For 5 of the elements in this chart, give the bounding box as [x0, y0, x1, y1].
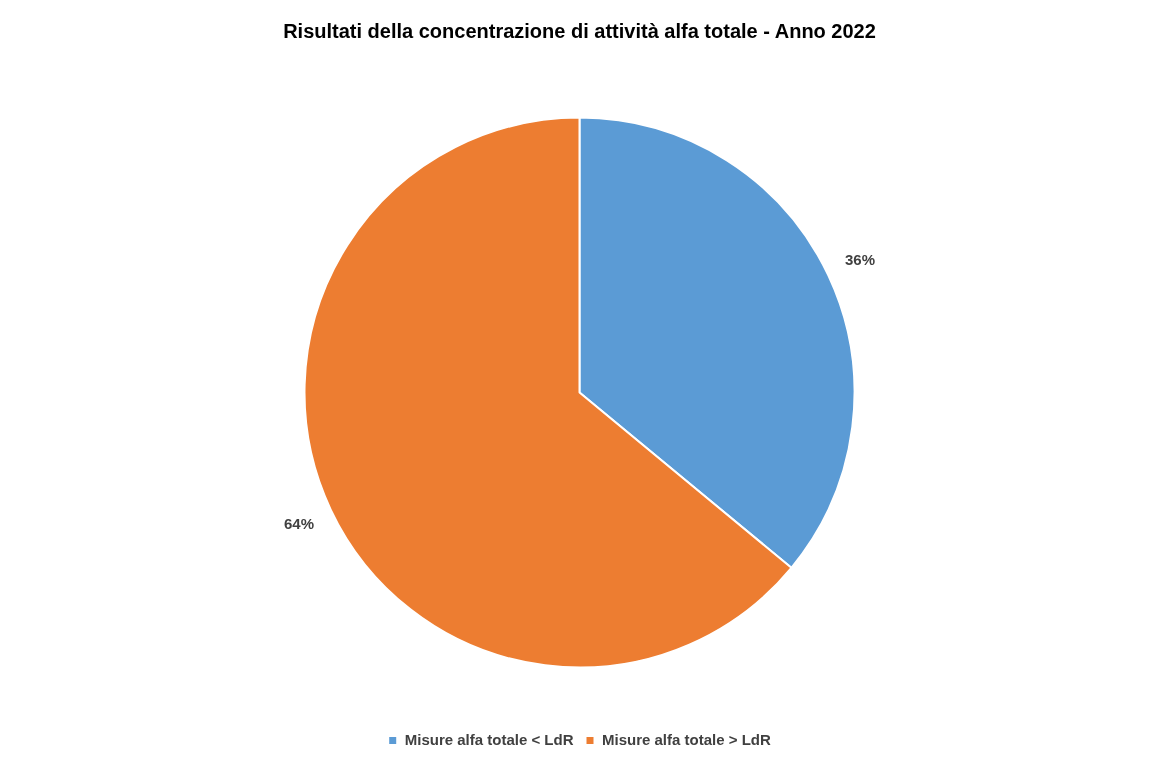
- data-label: 36%: [844, 250, 876, 268]
- chart-title: Risultati della concentrazione di attività alfa totale - Anno 2022: [283, 19, 876, 42]
- legend-label: Misure alfa totale > LdR: [602, 730, 771, 748]
- legend-label: Misure alfa totale < LdR: [404, 730, 574, 748]
- data-label: 64%: [283, 514, 315, 532]
